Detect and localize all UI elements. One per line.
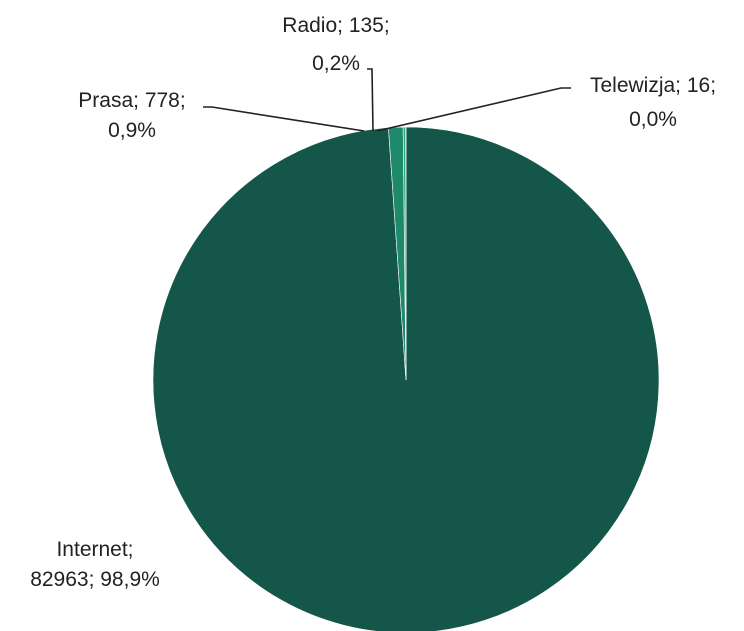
leader-line-radio <box>367 68 374 132</box>
data-label-radio: Radio; 135; 0,2% <box>282 14 389 75</box>
leader-line-telewizja <box>376 87 571 132</box>
data-label-internet-line2: 82963; 98,9% <box>30 568 160 591</box>
leader-lines <box>203 68 571 132</box>
data-labels: Internet; 82963; 98,9% Prasa; 778; 0,9% … <box>30 14 716 591</box>
data-label-internet: Internet; 82963; 98,9% <box>30 538 160 591</box>
data-label-radio-line1: Radio; 135; <box>282 14 389 37</box>
data-label-prasa-line1: Prasa; 778; <box>78 89 185 112</box>
data-label-internet-line1: Internet; <box>56 538 133 561</box>
pie-slices <box>152 126 660 631</box>
leader-line-prasa <box>203 106 365 132</box>
data-label-prasa-line2: 0,9% <box>108 119 156 142</box>
data-label-telewizja-line1: Telewizja; 16; <box>590 74 716 97</box>
data-label-telewizja: Telewizja; 16; 0,0% <box>590 74 716 131</box>
data-label-radio-line2: 0,2% <box>312 52 360 75</box>
data-label-prasa: Prasa; 778; 0,9% <box>78 89 185 142</box>
data-label-telewizja-line2: 0,0% <box>629 108 677 131</box>
